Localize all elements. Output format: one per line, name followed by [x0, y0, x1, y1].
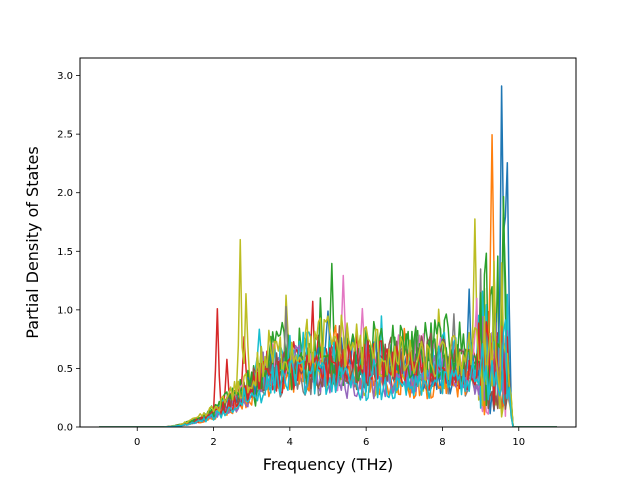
y-axis: 0.0 0.5 1.0 1.5 2.0 2.5 3.0 — [57, 71, 80, 434]
x-tick-label: 2 — [210, 437, 216, 448]
plot-frame — [79, 57, 577, 428]
y-tick-label: 1.5 — [57, 247, 73, 258]
y-axis-title: Partial Density of States — [23, 146, 42, 338]
x-tick-label: 4 — [287, 437, 293, 448]
y-tick-label: 0.0 — [57, 423, 73, 434]
y-tick-label: 1.0 — [57, 305, 73, 316]
y-tick-label: 0.5 — [57, 364, 73, 375]
x-tick-label: 0 — [134, 437, 140, 448]
x-tick-label: 6 — [363, 437, 369, 448]
x-axis: 0 2 4 6 8 10 — [134, 427, 525, 448]
pdos-series-line — [99, 319, 557, 427]
x-axis-title: Frequency (THz) — [263, 455, 393, 474]
series-layer — [99, 85, 557, 427]
y-tick-label: 2.0 — [57, 188, 73, 199]
x-tick-label: 8 — [439, 437, 445, 448]
y-tick-label: 3.0 — [57, 71, 73, 82]
x-tick-label: 10 — [512, 437, 525, 448]
y-tick-label: 2.5 — [57, 130, 73, 141]
